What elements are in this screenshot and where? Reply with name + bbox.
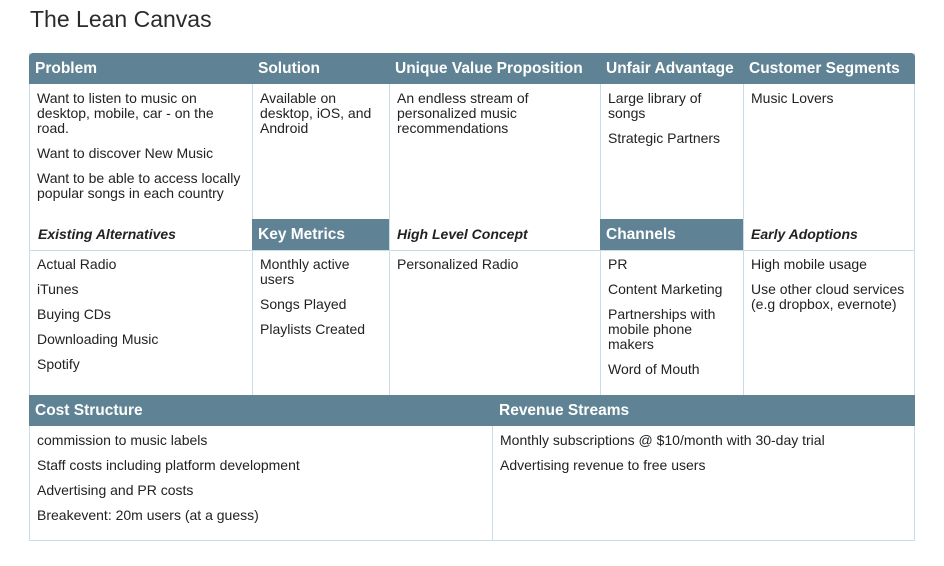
existing-alternatives-item: Spotify bbox=[37, 356, 80, 372]
solution-item: Available on desktop, iOS, and Android bbox=[260, 90, 372, 136]
channels-item: PR bbox=[608, 256, 628, 272]
unfair-advantage-cell: Large library of songs Strategic Partner… bbox=[601, 84, 743, 156]
existing-alternatives-cell: Actual Radio iTunes Buying CDs Downloadi… bbox=[30, 250, 252, 382]
page-title: The Lean Canvas bbox=[30, 6, 212, 32]
lean-canvas: Problem Solution Unique Value Propositio… bbox=[29, 53, 915, 541]
cost-structure-item: commission to music labels bbox=[37, 432, 208, 448]
existing-alternatives-item: iTunes bbox=[37, 281, 79, 297]
revenue-streams-item: Monthly subscriptions @ $10/month with 3… bbox=[500, 432, 825, 448]
divider bbox=[30, 250, 915, 251]
revenue-streams-item: Advertising revenue to free users bbox=[500, 457, 706, 473]
unfair-advantage-item: Strategic Partners bbox=[608, 130, 721, 146]
solution-cell: Available on desktop, iOS, and Android bbox=[253, 84, 389, 146]
header-channels: Channels bbox=[600, 219, 743, 250]
existing-alternatives-item: Actual Radio bbox=[37, 256, 117, 272]
header-solution: Solution bbox=[252, 53, 389, 84]
divider bbox=[389, 84, 390, 395]
header-early-adoptions: Early Adoptions bbox=[751, 226, 858, 242]
high-level-concept-cell: Personalized Radio bbox=[390, 250, 600, 282]
customer-segments-item: Music Lovers bbox=[751, 90, 834, 106]
channels-item: Partnerships with mobile phone makers bbox=[608, 306, 716, 352]
header-existing-alternatives: Existing Alternatives bbox=[38, 226, 176, 242]
header-problem: Problem bbox=[29, 53, 252, 84]
key-metrics-cell: Monthly active users Songs Played Playli… bbox=[253, 250, 389, 347]
problem-item: Want to be able to access locally popula… bbox=[37, 170, 241, 201]
problem-item: Want to discover New Music bbox=[37, 145, 214, 161]
header-key-metrics: Key Metrics bbox=[252, 219, 389, 250]
key-metrics-item: Songs Played bbox=[260, 296, 347, 312]
header-customer-segments: Customer Segments bbox=[743, 53, 915, 84]
divider bbox=[743, 84, 744, 395]
existing-alternatives-item: Buying CDs bbox=[37, 306, 111, 322]
key-metrics-item: Monthly active users bbox=[260, 256, 350, 287]
header-revenue-streams: Revenue Streams bbox=[493, 395, 915, 426]
early-adoptions-item: Use other cloud services (e.g dropbox, e… bbox=[751, 281, 905, 312]
header-high-level-concept: High Level Concept bbox=[397, 226, 528, 242]
cost-structure-item: Advertising and PR costs bbox=[37, 482, 194, 498]
header-uvp: Unique Value Proposition bbox=[389, 53, 600, 84]
channels-item: Content Marketing bbox=[608, 281, 723, 297]
channels-cell: PR Content Marketing Partnerships with m… bbox=[601, 250, 743, 387]
cost-structure-cell: commission to music labels Staff costs i… bbox=[30, 426, 492, 533]
header-cost-structure: Cost Structure bbox=[29, 395, 493, 426]
unfair-advantage-item: Large library of songs bbox=[608, 90, 702, 121]
cost-structure-item: Staff costs including platform developme… bbox=[37, 457, 300, 473]
high-level-concept-item: Personalized Radio bbox=[397, 256, 519, 272]
customer-segments-cell: Music Lovers bbox=[744, 84, 915, 116]
revenue-streams-cell: Monthly subscriptions @ $10/month with 3… bbox=[493, 426, 915, 483]
problem-item: Want to listen to music on desktop, mobi… bbox=[37, 90, 214, 136]
uvp-cell: An endless stream of personalized music … bbox=[390, 84, 600, 146]
problem-cell: Want to listen to music on desktop, mobi… bbox=[30, 84, 252, 211]
uvp-item: An endless stream of personalized music … bbox=[397, 90, 529, 136]
early-adoptions-cell: High mobile usage Use other cloud servic… bbox=[744, 250, 915, 322]
cost-structure-item: Breakevent: 20m users (at a guess) bbox=[37, 507, 259, 523]
existing-alternatives-item: Downloading Music bbox=[37, 331, 159, 347]
channels-item: Word of Mouth bbox=[608, 361, 700, 377]
header-unfair-advantage: Unfair Advantage bbox=[600, 53, 743, 84]
key-metrics-item: Playlists Created bbox=[260, 321, 366, 337]
divider bbox=[492, 426, 493, 540]
early-adoptions-item: High mobile usage bbox=[751, 256, 867, 272]
